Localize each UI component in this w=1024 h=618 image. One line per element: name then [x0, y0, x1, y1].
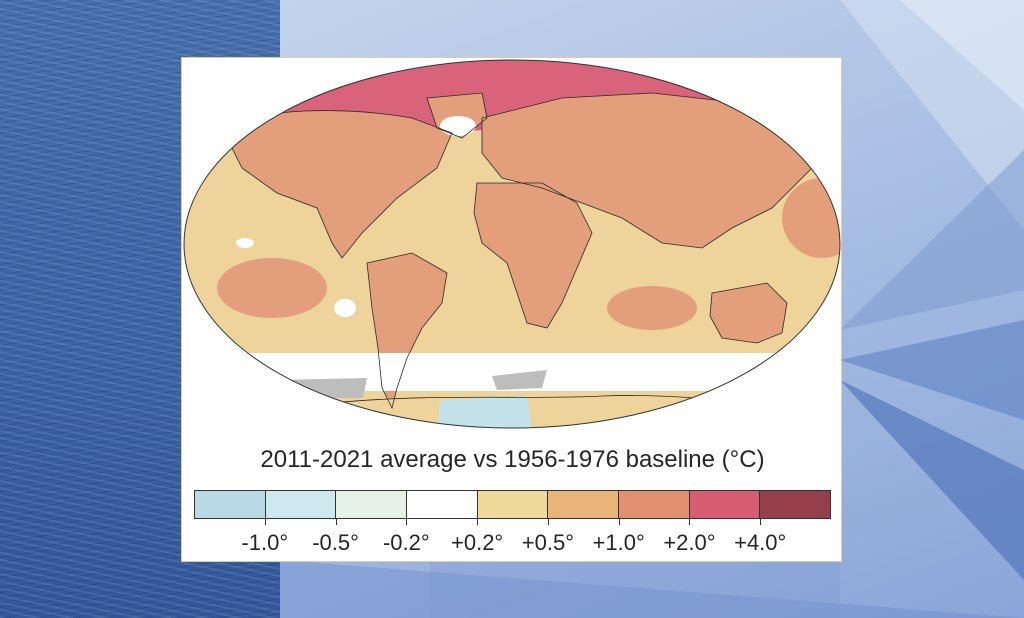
colorbar-tick-label: +4.0°	[734, 530, 787, 555]
warm-patch-pacific	[782, 178, 840, 258]
colorbar-tick-label: +0.5°	[521, 530, 574, 555]
cool-spot-north-atlantic	[440, 116, 476, 136]
warm-patch-ocean	[217, 258, 327, 318]
land-north-america	[222, 110, 452, 258]
antarctic-cool-patch	[437, 396, 532, 428]
land-africa	[474, 183, 592, 328]
colorbar-tick-label: +1.0°	[592, 530, 645, 555]
colorbar-tick-label: +2.0°	[663, 530, 716, 555]
colorbar-tick-mark	[264, 519, 266, 525]
map-outline	[183, 59, 841, 429]
colorbar-tick-mark	[760, 519, 762, 525]
colorbar-bin	[619, 491, 690, 518]
colorbar-tick-label: -0.2°	[382, 530, 430, 555]
colorbar-tick-mark	[335, 519, 337, 525]
colorbar-tick-label: -1.0°	[241, 530, 289, 555]
colorbar-bin	[336, 491, 408, 518]
colorbar-tick-mark	[477, 519, 479, 525]
colorbar-tick-mark	[689, 519, 691, 525]
world-temperature-map	[182, 58, 843, 443]
colorbar-bin	[689, 491, 761, 518]
map-caption: 2011-2021 average vs 1956-1976 baseline …	[260, 446, 765, 473]
colorbar-tick-label: -0.5°	[312, 530, 359, 555]
colorbar-legend	[194, 490, 831, 519]
colorbar-bin	[548, 491, 620, 518]
colorbar-tick-mark	[406, 519, 408, 525]
land-australia	[710, 283, 787, 343]
warm-patch-indian-ocean	[607, 286, 697, 330]
colorbar-bin	[265, 491, 337, 518]
colorbar-tick-label: +0.2°	[450, 530, 504, 555]
colorbar-bin	[407, 491, 478, 518]
anomaly-map-card: 2011-2021 average vs 1956-1976 baseline …	[181, 57, 842, 562]
colorbar-bin	[477, 491, 549, 518]
colorbar-tick-mark	[618, 519, 620, 525]
cool-spot-east-pacific	[236, 238, 254, 248]
land-eurasia	[482, 93, 812, 248]
no-data-patch-east	[492, 370, 547, 390]
colorbar-bin	[195, 491, 266, 518]
cool-spot-pacific	[334, 299, 356, 317]
colorbar-tick-mark	[547, 519, 549, 525]
colorbar-bin	[760, 491, 831, 518]
